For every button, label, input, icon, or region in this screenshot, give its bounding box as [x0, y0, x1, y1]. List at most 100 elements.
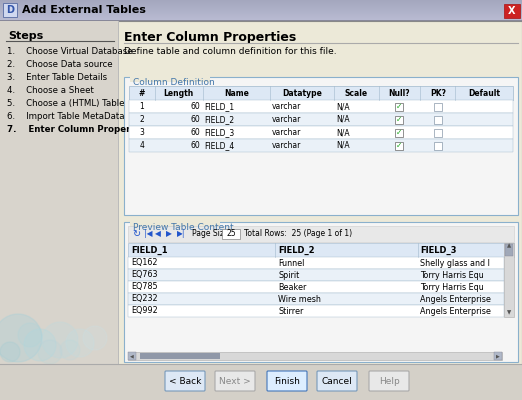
Text: 4: 4 [139, 141, 144, 150]
Text: Torry Harris Equ: Torry Harris Equ [421, 282, 484, 292]
Bar [434, 142, 442, 150]
Text: X: X [508, 6, 516, 16]
Text: 3.    Enter Table Details: 3. Enter Table Details [7, 73, 107, 82]
Text: 1.    Choose Virtual Database: 1. Choose Virtual Database [7, 47, 133, 56]
Text: Add External Tables: Add External Tables [22, 5, 146, 15]
Text: 4.    Choose a Sheet: 4. Choose a Sheet [7, 86, 94, 95]
Bar [504, 243, 514, 317]
Text: 60: 60 [191, 115, 200, 124]
Bar [505, 244, 513, 256]
Text: 2.    Choose Data source: 2. Choose Data source [7, 60, 113, 69]
Bar [0, 20, 522, 21]
Bar [494, 352, 502, 360]
Text: 60: 60 [191, 141, 200, 150]
Text: FIELD_2: FIELD_2 [205, 115, 235, 124]
Bar [130, 218, 220, 227]
FancyBboxPatch shape [317, 371, 357, 391]
Bar [128, 257, 504, 269]
Text: ▶: ▶ [166, 230, 172, 238]
Text: Scale: Scale [345, 88, 368, 98]
Text: EQ232: EQ232 [131, 294, 158, 304]
Text: Stirrer: Stirrer [278, 306, 304, 316]
Text: Cancel: Cancel [322, 376, 352, 386]
Text: EQ162: EQ162 [131, 258, 158, 268]
Text: FIELD_3: FIELD_3 [205, 128, 235, 137]
Text: 60: 60 [191, 128, 200, 137]
Text: 2: 2 [139, 115, 144, 124]
Text: Torry Harris Equ: Torry Harris Equ [421, 270, 484, 280]
Bar [140, 353, 220, 359]
Bar [128, 269, 504, 281]
Text: EQ785: EQ785 [131, 282, 158, 292]
Bar [128, 243, 514, 257]
Text: 6.    Import Table MetaData: 6. Import Table MetaData [7, 112, 125, 121]
Text: N/A: N/A [336, 102, 349, 111]
FancyBboxPatch shape [215, 371, 255, 391]
Circle shape [38, 340, 62, 364]
Text: ▼: ▼ [507, 310, 511, 316]
Text: Null?: Null? [388, 88, 410, 98]
Text: Angels Enterprise: Angels Enterprise [421, 294, 491, 304]
Text: Name: Name [224, 88, 248, 98]
Text: Angels Enterprise: Angels Enterprise [421, 306, 491, 316]
Text: varchar: varchar [272, 141, 301, 150]
Text: FIELD_1: FIELD_1 [131, 246, 168, 254]
FancyBboxPatch shape [369, 371, 409, 391]
Circle shape [83, 326, 107, 350]
Circle shape [66, 329, 94, 357]
Bar [128, 226, 514, 242]
Bar [395, 103, 404, 111]
Text: Next >: Next > [219, 376, 251, 386]
Text: Beaker: Beaker [278, 282, 306, 292]
Bar [124, 77, 518, 215]
Circle shape [0, 342, 20, 362]
Text: Help: Help [378, 376, 399, 386]
Text: varchar: varchar [272, 128, 301, 137]
Bar [129, 139, 513, 152]
Text: ▶|: ▶| [177, 230, 185, 238]
Text: Steps: Steps [8, 31, 43, 41]
Bar [0, 6, 522, 7]
Bar [434, 103, 442, 111]
Text: ✓: ✓ [396, 102, 402, 111]
Bar [0, 1, 522, 2]
Bar [124, 222, 518, 362]
Text: 25: 25 [226, 230, 236, 238]
Text: 7.    Enter Column Properties: 7. Enter Column Properties [7, 125, 149, 134]
Text: ◀: ◀ [155, 230, 161, 238]
Bar [222, 229, 240, 239]
Bar [0, 17, 522, 18]
Bar [0, 3, 522, 4]
Text: |◀: |◀ [144, 230, 152, 238]
Text: varchar: varchar [272, 102, 301, 111]
Text: ✓: ✓ [396, 141, 402, 150]
Text: EQ763: EQ763 [131, 270, 158, 280]
Text: Shelly glass and l: Shelly glass and l [421, 258, 490, 268]
Bar [0, 7, 522, 8]
FancyBboxPatch shape [165, 371, 205, 391]
Circle shape [24, 329, 56, 361]
Bar [118, 21, 119, 400]
Text: FIELD_4: FIELD_4 [205, 141, 235, 150]
Text: PK?: PK? [430, 88, 446, 98]
Text: Column Definition: Column Definition [133, 78, 215, 87]
Bar [128, 352, 136, 360]
Text: Funnel: Funnel [278, 258, 305, 268]
Text: #: # [139, 88, 145, 98]
Text: N/A: N/A [336, 128, 349, 137]
Bar [0, 10, 522, 11]
Bar [0, 364, 522, 400]
Text: N/A: N/A [336, 141, 349, 150]
Bar [395, 116, 404, 124]
Text: 3: 3 [139, 128, 144, 137]
Text: varchar: varchar [272, 115, 301, 124]
Bar [0, 9, 522, 10]
Bar [128, 293, 504, 305]
Text: ✓: ✓ [396, 115, 402, 124]
Text: Preview Table Content: Preview Table Content [133, 223, 234, 232]
Text: EQ992: EQ992 [131, 306, 158, 316]
Bar [129, 100, 513, 113]
Bar [3, 3, 17, 17]
Text: Define table and column definition for this file.: Define table and column definition for t… [124, 47, 337, 56]
Bar [128, 305, 504, 317]
